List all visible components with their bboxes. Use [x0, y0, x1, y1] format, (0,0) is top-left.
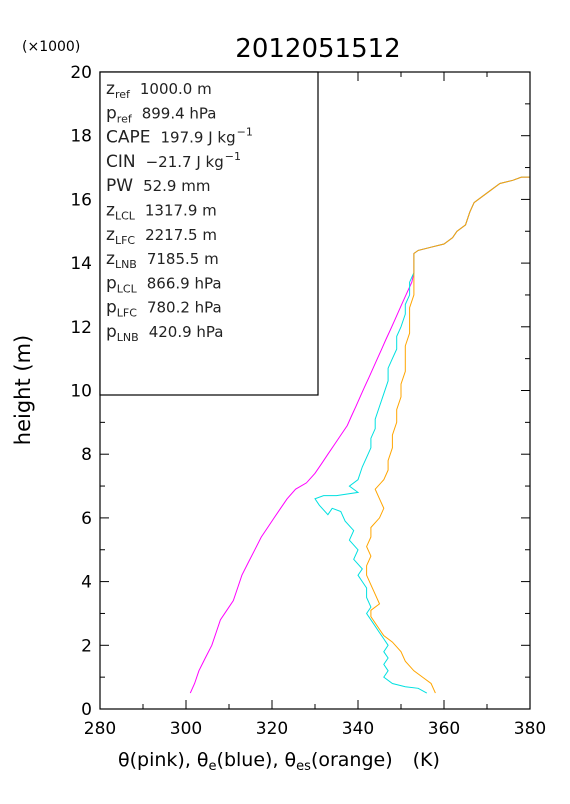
y-tick-label-10: 20	[70, 63, 92, 83]
info-symbol-6: z	[106, 225, 115, 245]
y-tick-label-3: 6	[81, 509, 92, 529]
info-value-9: 780.2 hPa	[147, 299, 222, 317]
y-tick-label-8: 16	[70, 190, 92, 210]
info-row-6: zLFC 2217.5 m	[106, 225, 217, 247]
info-unit-sup-2: −1	[237, 126, 253, 139]
y-tick-label-7: 14	[70, 254, 92, 274]
y-tick-label-6: 12	[70, 318, 92, 338]
x-tick-label-0: 280	[84, 719, 116, 739]
info-value-0: 1000.0 m	[140, 80, 212, 98]
info-subscript-6: LFC	[115, 234, 135, 247]
info-subscript-7: LNB	[115, 258, 137, 271]
info-value-6: 2217.5 m	[145, 226, 217, 244]
info-symbol-10: p	[106, 322, 117, 342]
info-value-10: 420.9 hPa	[149, 323, 224, 341]
info-value-8: 866.9 hPa	[147, 274, 222, 292]
y-tick-label-9: 18	[70, 127, 92, 147]
info-row-9: pLFC 780.2 hPa	[106, 298, 222, 320]
x-label-unit: (K)	[413, 749, 440, 771]
y-multiplier-label: (×1000)	[22, 39, 80, 55]
x-label-theta: θ(pink),	[118, 749, 197, 771]
info-row-1: pref 899.4 hPa	[106, 103, 217, 125]
info-row-2: CAPE 197.9 J kg−1	[106, 126, 253, 148]
info-row-3: CIN −21.7 J kg−1	[106, 150, 241, 172]
x-tick-label-4: 360	[428, 719, 460, 739]
y-tick-label-0: 0	[81, 700, 92, 720]
info-subscript-0: ref	[115, 88, 131, 101]
info-row-8: pLCL 866.9 hPa	[106, 273, 222, 295]
info-subscript-8: LCL	[117, 282, 138, 295]
info-value-2: 197.9 J kg	[161, 129, 236, 147]
chart-title: 2012051512	[235, 34, 400, 64]
x-label-theta-es-rest: (orange)	[311, 749, 393, 771]
info-box-frame	[99, 71, 319, 396]
info-symbol-9: p	[106, 298, 117, 318]
info-symbol-8: p	[106, 273, 117, 293]
x-tick-label-3: 340	[342, 719, 374, 739]
tick-layer: 280 300 320 340 360 380 0 2 4 6 8 10 12 14 16 18 20	[70, 63, 546, 739]
x-axis-label: θ(pink), θe(blue), θes(orange) (K)	[118, 749, 440, 774]
info-symbol-1: p	[106, 103, 117, 123]
series-layer	[189, 176, 530, 694]
info-row-4: PW 52.9 mm	[106, 176, 210, 196]
x-tick-label-5: 380	[514, 719, 546, 739]
info-value-5: 1317.9 m	[145, 202, 217, 220]
info-subscript-5: LCL	[115, 210, 136, 223]
info-subscript-1: ref	[117, 112, 133, 125]
info-symbol-5: z	[106, 201, 115, 221]
info-unit-sup-3: −1	[225, 150, 241, 163]
info-subscript-10: LNB	[117, 331, 139, 344]
y-tick-label-1: 2	[81, 636, 92, 656]
info-symbol-3: CIN	[106, 152, 136, 172]
info-symbol-0: z	[106, 79, 115, 99]
info-subscript-9: LFC	[117, 307, 137, 320]
info-row-5: zLCL 1317.9 m	[106, 201, 217, 223]
info-row-0: zref 1000.0 m	[106, 79, 212, 101]
x-tick-label-2: 320	[256, 719, 288, 739]
info-value-4: 52.9 mm	[143, 177, 210, 195]
x-label-theta-e-rest: (blue),	[217, 749, 285, 771]
y-axis-label: height (m)	[11, 335, 35, 445]
info-symbol-4: PW	[106, 176, 133, 196]
info-symbol-7: z	[106, 249, 115, 269]
x-label-theta-es-sub: es	[296, 759, 311, 774]
y-tick-label-4: 8	[81, 445, 92, 465]
x-label-theta-e-sub: e	[209, 759, 217, 774]
x-tick-label-1: 300	[170, 719, 202, 739]
series-line-2	[366, 176, 530, 694]
info-symbol-2: CAPE	[106, 128, 151, 148]
y-tick-label-2: 4	[81, 573, 92, 593]
y-tick-label-5: 10	[70, 382, 92, 402]
info-value-3: −21.7 J kg	[146, 153, 224, 171]
x-label-theta-e-symbol: θ	[197, 749, 209, 771]
info-value-1: 899.4 hPa	[142, 104, 217, 122]
info-value-7: 7185.5 m	[147, 250, 219, 268]
info-row-10: pLNB 420.9 hPa	[106, 322, 223, 344]
x-label-theta-es-symbol: θ	[285, 749, 297, 771]
info-row-7: zLNB 7185.5 m	[106, 249, 219, 271]
series-line-1	[314, 176, 530, 694]
